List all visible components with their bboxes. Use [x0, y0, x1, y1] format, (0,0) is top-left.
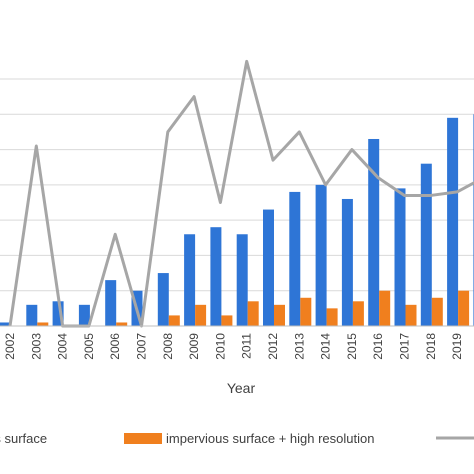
bar-high-resolution-2011: [247, 301, 259, 326]
x-tick-label: 2007: [135, 333, 149, 360]
bar-impervious-2012: [263, 209, 274, 326]
bar-impervious-2002: [0, 322, 11, 326]
bar-high-resolution-2013: [300, 297, 312, 326]
x-tick-label: 2017: [398, 333, 412, 360]
bar-high-resolution-2008: [168, 315, 180, 326]
bar-impervious-2006: [105, 280, 117, 326]
bar-high-resolution-2010: [221, 315, 233, 326]
x-tick-label: 2009: [187, 333, 201, 360]
bar-impervious-2010: [210, 227, 222, 326]
x-tick-label: 2012: [266, 333, 280, 360]
x-tick-label: 2018: [424, 333, 438, 360]
bar-high-resolution-2009: [195, 304, 207, 326]
bar-impervious-2008: [157, 273, 169, 326]
legend-swatch-high-resolution: [124, 433, 162, 444]
x-tick-label: 2002: [3, 333, 17, 360]
legend-label-high-resolution: impervious surface + high resolution: [166, 431, 374, 446]
x-tick-label: 2008: [161, 333, 175, 360]
bar-high-resolution-2015: [352, 301, 364, 326]
bar-high-resolution-2014: [326, 308, 338, 326]
bar-impervious-2013: [289, 191, 301, 326]
bar-high-resolution-2019: [458, 290, 470, 326]
legend-label-impervious: impervious surface: [0, 431, 47, 446]
x-tick-label: 2019: [450, 333, 464, 360]
x-tick-label: 2006: [108, 333, 122, 360]
x-tick-label: 2013: [292, 333, 306, 360]
bar-high-resolution-2017: [405, 304, 417, 326]
bar-high-resolution-2006: [116, 322, 128, 326]
bar-high-resolution-2016: [379, 290, 391, 326]
x-tick-label: 2011: [240, 333, 254, 359]
bar-impervious-2003: [26, 304, 38, 326]
x-tick-label: 2016: [371, 333, 385, 360]
x-tick-label: 2005: [82, 333, 96, 360]
bar-impervious-2016: [368, 138, 380, 326]
bar-impervious-2019: [447, 117, 459, 326]
bar-impervious-2009: [184, 234, 196, 326]
x-tick-label: 2015: [345, 333, 359, 360]
x-tick-label: 2003: [29, 333, 43, 360]
bar-impervious-2017: [394, 188, 406, 326]
bar-impervious-2011: [236, 234, 248, 326]
bars: [0, 114, 474, 327]
legend: impervious surface impervious surface + h…: [0, 431, 474, 446]
x-tick-label: 2004: [56, 333, 70, 360]
bar-high-resolution-2003: [37, 322, 49, 326]
bar-impervious-2004: [52, 301, 64, 326]
x-tick-label: 2010: [213, 333, 227, 360]
bar-impervious-2005: [78, 304, 90, 326]
bar-impervious-2018: [420, 163, 432, 326]
x-tick-label: 2014: [319, 333, 333, 360]
bar-high-resolution-2012: [274, 304, 285, 326]
bar-impervious-2015: [341, 198, 353, 326]
x-axis-title: Year: [227, 380, 256, 396]
bar-impervious-2014: [315, 184, 327, 326]
bar-high-resolution-2018: [431, 297, 443, 326]
x-tick-labels: 2002 2003 2004 2005 2006 2007 2008 2009 2010 2011…: [3, 333, 464, 360]
